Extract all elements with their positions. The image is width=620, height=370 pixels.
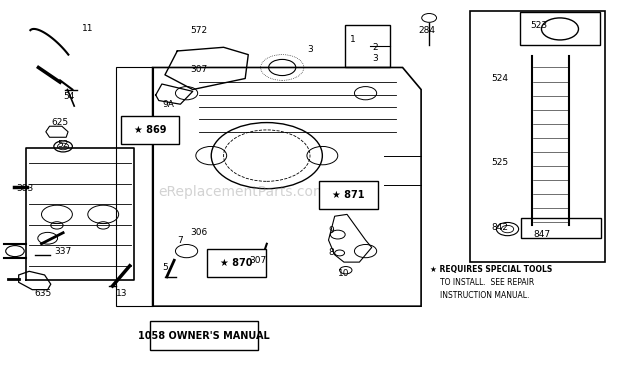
Text: 9A: 9A <box>162 100 174 109</box>
Text: ★ 869: ★ 869 <box>133 125 166 135</box>
Text: 523: 523 <box>530 21 547 30</box>
Text: 8: 8 <box>329 248 334 258</box>
Text: 524: 524 <box>492 74 508 83</box>
Text: 284: 284 <box>418 26 436 35</box>
Text: 306: 306 <box>190 228 208 237</box>
Text: 54: 54 <box>64 92 75 101</box>
FancyBboxPatch shape <box>149 321 257 350</box>
Text: 5: 5 <box>162 263 168 272</box>
Text: 525: 525 <box>492 158 508 168</box>
Text: 3: 3 <box>307 45 313 54</box>
Text: 307: 307 <box>249 256 266 265</box>
Text: 842: 842 <box>492 223 508 232</box>
Text: TO INSTALL.  SEE REPAIR: TO INSTALL. SEE REPAIR <box>440 278 534 287</box>
Text: 3: 3 <box>372 54 378 63</box>
Text: 9: 9 <box>329 226 334 235</box>
Text: eReplacementParts.com: eReplacementParts.com <box>158 185 326 199</box>
Text: 307: 307 <box>190 65 208 74</box>
Text: 52: 52 <box>58 140 69 149</box>
Text: 572: 572 <box>190 26 208 35</box>
Text: 1: 1 <box>350 36 356 44</box>
Text: 847: 847 <box>533 230 550 239</box>
Text: 383: 383 <box>16 184 33 193</box>
Text: ★ 870: ★ 870 <box>220 258 252 268</box>
Text: 635: 635 <box>35 289 52 298</box>
Text: 337: 337 <box>55 246 72 256</box>
Text: ★ REQUIRES SPECIAL TOOLS: ★ REQUIRES SPECIAL TOOLS <box>430 265 552 274</box>
Text: ★ 871: ★ 871 <box>332 190 365 200</box>
Text: 13: 13 <box>116 289 128 298</box>
Text: 10: 10 <box>338 269 350 278</box>
Text: 2: 2 <box>372 43 378 52</box>
FancyBboxPatch shape <box>319 181 378 209</box>
FancyBboxPatch shape <box>207 249 265 277</box>
Text: 11: 11 <box>82 24 94 33</box>
Text: 625: 625 <box>51 118 69 127</box>
Text: INSTRUCTION MANUAL.: INSTRUCTION MANUAL. <box>440 291 529 300</box>
Text: 1058 OWNER'S MANUAL: 1058 OWNER'S MANUAL <box>138 330 270 340</box>
FancyBboxPatch shape <box>120 116 179 144</box>
Text: 7: 7 <box>177 236 184 245</box>
